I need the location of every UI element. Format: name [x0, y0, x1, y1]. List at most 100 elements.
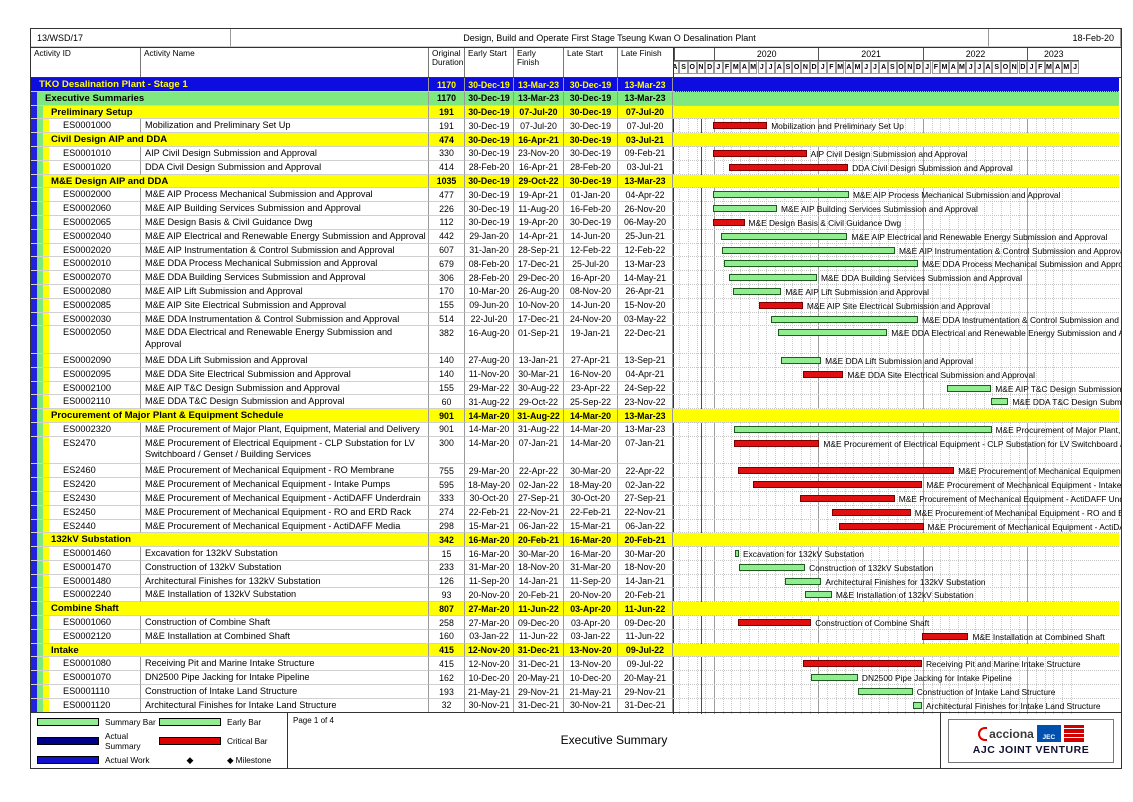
activity-row[interactable]: ES0002050 M&E DDA Electrical and Renewabl… [31, 326, 1121, 354]
activity-row[interactable]: ES2470 M&E Procurement of Electrical Equi… [31, 436, 1121, 465]
activity-name: M&E AIP Lift Submission and Approval [141, 284, 429, 299]
gantt-bar[interactable] [912, 701, 922, 709]
indent-band [37, 698, 43, 712]
gantt-bar[interactable] [857, 688, 913, 696]
activity-row[interactable]: ES0002030 M&E DDA Instrumentation & Contr… [31, 312, 1121, 327]
gantt-bar[interactable] [712, 218, 745, 226]
activity-row[interactable]: ES0001480 Architectural Finishes for 132k… [31, 574, 1119, 589]
gantt-bar[interactable] [734, 425, 992, 433]
group-row[interactable]: Civil Design AIP and DDA 474 30-Dec-19 16-A… [31, 133, 1119, 147]
report-header: 13/WSD/17 Design, Build and Operate Firs… [31, 29, 1121, 48]
activity-row[interactable]: ES0001020 DDA Civil Design Submission and… [31, 160, 1119, 175]
gantt-bar[interactable] [838, 522, 924, 530]
activity-row[interactable]: ES2430 M&E Procurement of Mechanical Equi… [31, 491, 1121, 506]
group-row[interactable]: M&E Design AIP and DDA 1035 30-Dec-19 29-Oc… [31, 174, 1119, 189]
group-row[interactable]: Procurement of Major Plant & Equipment S… [31, 409, 1119, 423]
group-row[interactable]: Intake 415 12-Nov-20 31-Dec-21 13-Nov-20 09-J… [31, 643, 1119, 658]
activity-row[interactable]: ES0002085 M&E AIP Site Electrical Submiss… [31, 298, 1119, 313]
activity-row[interactable]: ES2450 M&E Procurement of Mechanical Equi… [31, 505, 1121, 520]
gantt-bar[interactable] [947, 384, 992, 392]
early-start: 30-Dec-19 [465, 202, 514, 216]
indent-band [37, 616, 43, 629]
late-start-text: 30-Dec-19 [569, 93, 612, 104]
activity-row[interactable]: ES0002080 M&E AIP Lift Submission and App… [31, 284, 1119, 299]
indent-band [37, 395, 43, 409]
gantt-bar[interactable] [738, 563, 806, 571]
activity-row[interactable]: ES0001120 Architectural Finishes for Inta… [31, 698, 1119, 713]
gantt-bar[interactable] [811, 674, 858, 682]
activity-row[interactable]: ES0002065 M&E Design Basis & Civil Guidan… [31, 215, 1119, 230]
footer-logos: acciona JEC AJC JOINT VENTURE [941, 713, 1121, 768]
gantt-bar[interactable] [729, 274, 817, 282]
activity-row[interactable]: ES0002040 M&E AIP Electrical and Renewabl… [31, 229, 1119, 244]
activity-row[interactable]: ES0002010 M&E DDA Process Mechanical Subm… [31, 257, 1121, 272]
gantt-bar[interactable] [799, 494, 895, 502]
activity-row[interactable]: ES0002060 M&E AIP Building Services Submi… [31, 202, 1119, 216]
gantt-bar[interactable] [922, 632, 969, 640]
activity-row[interactable]: ES2420 M&E Procurement of Mechanical Equi… [31, 478, 1121, 492]
activity-row[interactable]: ES0001010 AIP Civil Design Submission and… [31, 146, 1119, 161]
original-duration: 901 [429, 422, 465, 437]
gantt-bar[interactable] [803, 660, 922, 668]
activity-row[interactable]: ES0002090 M&E DDA Lift Submission and App… [31, 353, 1119, 368]
gantt-bar[interactable] [771, 315, 918, 323]
activity-row[interactable]: ES0001060 Construction of Combine Shaft 25… [31, 616, 1119, 630]
group-row[interactable]: TKO Desalination Plant - Stage 1 1170 30-D… [31, 78, 1119, 92]
gantt-bar[interactable] [758, 301, 803, 309]
group-row[interactable]: Combine Shaft 807 27-Mar-20 11-Jun-22 03-Apr… [31, 602, 1119, 617]
gantt-bar[interactable] [778, 329, 888, 337]
activity-row[interactable]: ES0001110 Construction of Intake Land Str… [31, 685, 1119, 699]
late-finish-text: 04-Apr-21 [625, 369, 665, 380]
gantt-bar[interactable] [832, 508, 911, 516]
activity-row[interactable]: ES0002095 M&E DDA Site Electrical Submiss… [31, 367, 1119, 382]
original-duration-text: 755 [439, 465, 454, 476]
activity-row[interactable]: ES0001080 Receiving Pit and Marine Intake… [31, 657, 1119, 672]
indent-band [37, 685, 43, 698]
gantt-bar[interactable] [734, 550, 739, 558]
gantt-bar[interactable] [732, 287, 782, 295]
late-start: 12-Feb-22 [564, 243, 618, 258]
gantt-bar[interactable] [712, 149, 807, 157]
activity-id: ES0001120 [63, 699, 111, 710]
gantt-bar[interactable] [737, 619, 812, 627]
gantt-bar[interactable] [734, 439, 820, 447]
gantt-bar[interactable] [781, 356, 822, 364]
original-duration-text: 93 [441, 589, 452, 600]
activity-row[interactable]: ES0002020 M&E AIP Instrumentation & Contr… [31, 243, 1121, 258]
gantt-bar[interactable] [991, 398, 1009, 406]
activity-name: M&E AIP Process Mechanical Submission an… [141, 188, 429, 203]
gantt-bar[interactable] [712, 191, 849, 199]
group-row[interactable]: Executive Summaries 1170 30-Dec-19 13-Mar-2… [31, 91, 1119, 106]
original-duration: 415 [429, 643, 465, 658]
gantt-bar[interactable] [738, 467, 955, 475]
activity-row[interactable]: ES2460 M&E Procurement of Mechanical Equi… [31, 464, 1121, 479]
activity-name: M&E Procurement of Major Plant, Equipmen… [141, 422, 429, 437]
gantt-bar[interactable] [729, 163, 849, 171]
activity-row[interactable]: ES0002110 M&E DDA T&C Design Submission a… [31, 395, 1121, 410]
activity-row[interactable]: ES0002240 M&E Installation of 132kV Subst… [31, 588, 1119, 603]
gantt-bar[interactable] [752, 481, 923, 489]
gantt-bar[interactable] [802, 370, 844, 378]
activity-name: M&E AIP Instrumentation & Control Submis… [141, 243, 429, 258]
activity-row[interactable]: ES2440 M&E Procurement of Mechanical Equi… [31, 519, 1121, 534]
activity-row[interactable]: ES0001070 DN2500 Pipe Jacking for Intake … [31, 671, 1119, 686]
activity-row[interactable]: ES0002070 M&E DDA Building Services Submi… [31, 271, 1119, 285]
activity-row[interactable]: ES0002000 M&E AIP Process Mechanical Subm… [31, 188, 1119, 203]
gantt-bar[interactable] [723, 260, 918, 268]
indent-band [31, 464, 37, 478]
activity-row[interactable]: ES0001470 Construction of 132kV Substatio… [31, 560, 1119, 575]
activity-row[interactable]: ES0002120 M&E Installation at Combined Sh… [31, 629, 1119, 644]
gantt-bar[interactable] [712, 205, 778, 213]
activity-row[interactable]: ES0001000 Mobilization and Preliminary Se… [31, 119, 1119, 134]
gantt-bar[interactable] [721, 232, 848, 240]
group-row[interactable]: Preliminary Setup 191 30-Dec-19 07-Jul-20 30… [31, 105, 1119, 120]
timeline-month: A [983, 61, 993, 74]
activity-row[interactable]: ES0002100 M&E AIP T&C Design Submission a… [31, 381, 1121, 396]
gantt-bar[interactable] [712, 122, 768, 130]
activity-row[interactable]: ES0002320 M&E Procurement of Major Plant,… [31, 422, 1121, 437]
gantt-bar[interactable] [785, 577, 822, 585]
group-row[interactable]: 132kV Substation 342 16-Mar-20 20-Feb-21 16-… [31, 533, 1119, 548]
activity-row[interactable]: ES0001460 Excavation for 132kV Substation… [31, 547, 1119, 561]
gantt-bar[interactable] [805, 591, 832, 599]
gantt-bar[interactable] [721, 246, 895, 254]
